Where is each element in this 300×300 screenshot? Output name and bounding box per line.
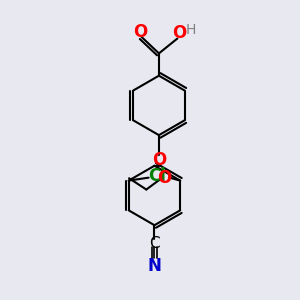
Text: O: O xyxy=(133,23,147,41)
Text: Cl: Cl xyxy=(148,167,166,185)
Text: C: C xyxy=(149,236,160,250)
Text: O: O xyxy=(152,152,166,169)
Text: N: N xyxy=(148,257,161,275)
Text: H: H xyxy=(186,23,196,37)
Text: O: O xyxy=(158,169,172,187)
Text: O: O xyxy=(172,24,187,42)
